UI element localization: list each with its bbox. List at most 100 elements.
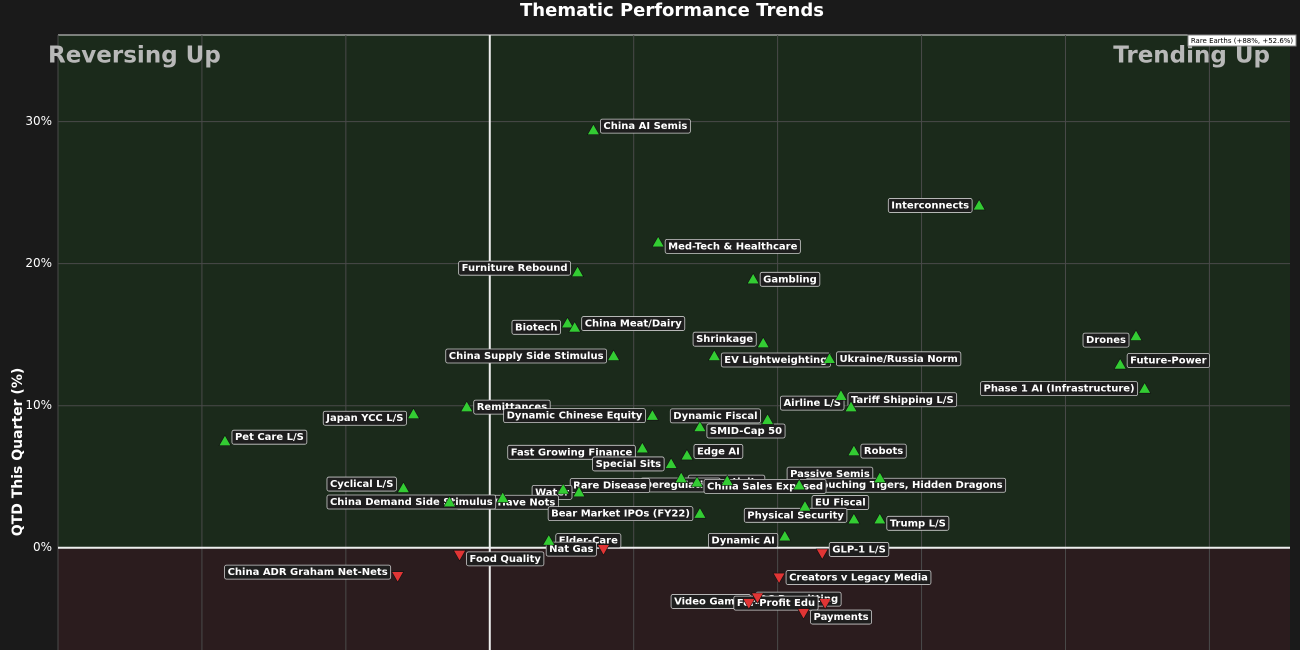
quadrant-label: Trending Up	[1113, 43, 1270, 69]
label-box	[708, 532, 779, 548]
point-label: Fast Growing Finance	[511, 447, 633, 458]
point-label: Phase 1 AI (Infrastructure)	[983, 384, 1134, 395]
point-label: Tariff Shipping L/S	[851, 395, 954, 406]
marker	[756, 336, 770, 349]
label-box	[785, 570, 932, 585]
marker	[873, 512, 887, 525]
label-box	[545, 541, 597, 557]
marker	[674, 471, 688, 483]
label-box	[733, 595, 819, 611]
label-box	[600, 118, 691, 134]
point-label: For-Profit Edu	[737, 598, 815, 609]
point-label: Airline L/S	[783, 398, 841, 409]
point-label: Food Quality	[470, 554, 542, 565]
point-label: Med-Tech & Healthcare	[668, 241, 797, 252]
upper-region	[58, 35, 1290, 548]
point-label-group: Food Quality	[466, 551, 545, 567]
point-label-group: China Meat/Dairy	[581, 316, 686, 331]
label-box	[581, 316, 686, 331]
marker	[453, 550, 467, 562]
point-label: Furniture Rebound	[462, 263, 568, 274]
marker	[680, 448, 694, 461]
marker	[607, 349, 621, 361]
point-label: China Demand Side Stimulus	[330, 497, 493, 508]
point-label-group: China Supply Side Stimulus	[445, 348, 607, 364]
label-box	[692, 331, 757, 347]
marker	[834, 389, 848, 401]
marker	[406, 407, 421, 420]
marker	[972, 198, 986, 211]
point-label-group: Nat Gas	[545, 541, 597, 557]
point-label-group: Ukraine/Russia Norm	[836, 351, 962, 367]
label-box	[224, 564, 392, 580]
label-box	[507, 444, 636, 460]
point-label: Shrinkage	[696, 334, 753, 345]
y-axis-label: QTD This Quarter (%)	[10, 368, 26, 536]
point-label-group: Interconnects	[887, 198, 973, 213]
marker	[815, 548, 829, 561]
point-label-group: Phase 1 AI (Infrastructure)	[980, 381, 1139, 397]
label-box	[458, 260, 571, 276]
label-box	[759, 271, 821, 287]
marker	[792, 478, 806, 491]
point-label: Nat Gas	[549, 544, 593, 555]
marker	[586, 123, 600, 135]
marker	[778, 529, 792, 542]
point-label-group: China Demand Side Stimulus	[326, 494, 497, 510]
marker	[571, 265, 585, 277]
marker	[798, 499, 812, 512]
point-label: Biotech	[515, 322, 558, 333]
point-label: Trump L/S	[890, 518, 946, 529]
marker	[797, 608, 811, 620]
point-label-group: China Sales Exposed	[703, 479, 827, 494]
point-label: Japan YCC L/S	[325, 413, 403, 424]
point-label: Rare Disease	[573, 481, 647, 492]
label-box	[780, 395, 845, 411]
label-box	[322, 410, 407, 426]
point-label-group: Med-Tech & Healthcare	[664, 238, 801, 254]
point-label-group: Pet Care L/S	[231, 429, 308, 445]
point-label: Bear Market IPOs (FY22)	[551, 509, 690, 520]
marker	[746, 272, 760, 285]
marker	[664, 457, 678, 469]
point-label: Robots	[864, 446, 903, 457]
point-label-group: Biotech	[511, 319, 561, 335]
point-label-group: Shrinkage	[692, 331, 757, 347]
marker	[391, 571, 405, 583]
marker	[693, 420, 707, 432]
point-label: China ADR Graham Net-Nets	[228, 567, 388, 578]
y-tick-label: 0%	[33, 540, 52, 554]
label-box	[326, 476, 397, 492]
label-box	[887, 198, 973, 213]
marker	[572, 485, 586, 498]
point-label: Dynamic Fiscal	[673, 411, 757, 422]
label-box	[445, 348, 607, 364]
point-label: Pet Care L/S	[235, 432, 304, 443]
marker	[873, 471, 887, 483]
point-label: Passive Semis	[790, 469, 870, 480]
label-box	[860, 443, 907, 459]
marker	[218, 434, 232, 447]
marker	[396, 481, 410, 493]
label-box	[810, 609, 873, 625]
marker	[1138, 382, 1152, 394]
point-label: Gambling	[763, 274, 817, 285]
marker	[761, 413, 775, 425]
marker	[720, 474, 734, 486]
marker	[1129, 329, 1143, 341]
marker	[542, 534, 556, 546]
point-label-group: China AI Semis	[600, 118, 691, 134]
label-box	[669, 408, 761, 424]
label-box	[511, 319, 561, 335]
marker	[460, 400, 474, 412]
label-box	[592, 456, 665, 472]
y-tick-label: 30%	[25, 114, 52, 128]
point-label-group: Special Sits	[592, 456, 665, 472]
point-label-group: Fast Growing Finance	[507, 444, 636, 460]
point-label: Drones	[1086, 335, 1126, 346]
point-label: Cyclical L/S	[330, 479, 393, 490]
point-label: Edge AI	[697, 446, 740, 457]
marker	[772, 572, 786, 585]
point-label: Water	[535, 487, 569, 498]
